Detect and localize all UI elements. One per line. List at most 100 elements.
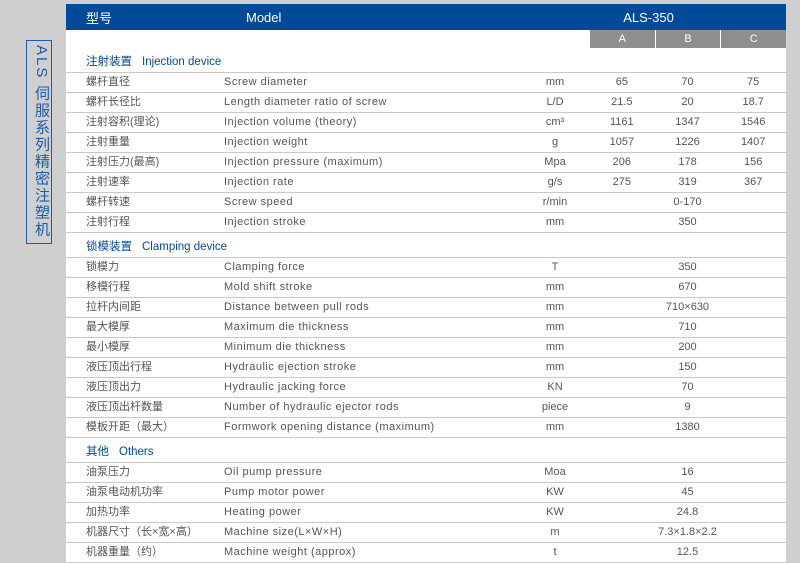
row-values: 9 (589, 398, 786, 417)
row-unit: mm (521, 213, 589, 232)
row-label-en: Maximum die thickness (216, 318, 521, 337)
table-row: 机器重量（约）Machine weight (approx)t12.5 (66, 543, 786, 563)
row-unit: mm (521, 298, 589, 317)
row-unit: g/s (521, 173, 589, 192)
row-value-merged: 710×630 (589, 298, 786, 317)
row-unit: L/D (521, 93, 589, 112)
row-value-merged: 710 (589, 318, 786, 337)
row-values: 45 (589, 483, 786, 502)
row-values: 350 (589, 258, 786, 277)
row-value: 20 (655, 93, 721, 112)
row-value-merged: 16 (589, 463, 786, 482)
row-label-cn: 液压顶出杆数量 (66, 398, 216, 417)
row-value: 1546 (720, 113, 786, 132)
vertical-title: ALS 伺服系列精密注塑机 (26, 40, 52, 244)
row-value-merged: 350 (589, 258, 786, 277)
row-label-en: Minimum die thickness (216, 338, 521, 357)
table-row: 拉杆内间距Distance between pull rodsmm710×630 (66, 298, 786, 318)
row-value-merged: 9 (589, 398, 786, 417)
row-value: 1407 (720, 133, 786, 152)
row-unit: KW (521, 503, 589, 522)
table-row: 注射容积(理论)Injection volume (theory)cm³1161… (66, 113, 786, 133)
table-row: 油泵电动机功率Pump motor powerKW45 (66, 483, 786, 503)
row-unit: piece (521, 398, 589, 417)
row-label-cn: 加热功率 (66, 503, 216, 522)
table-row: 螺杆转速Screw speedr/min0-170 (66, 193, 786, 213)
row-unit: KW (521, 483, 589, 502)
header-model-value: ALS-350 (541, 10, 786, 25)
row-value-merged: 350 (589, 213, 786, 232)
row-values: 24.8 (589, 503, 786, 522)
row-label-cn: 模板开距（最大） (66, 418, 216, 437)
row-label-cn: 最小模厚 (66, 338, 216, 357)
section-title-cn: 锁模装置 (86, 241, 132, 253)
row-values: 150 (589, 358, 786, 377)
row-unit: g (521, 133, 589, 152)
row-label-cn: 螺杆直径 (66, 73, 216, 92)
row-unit: r/min (521, 193, 589, 212)
row-label-en: Oil pump pressure (216, 463, 521, 482)
row-unit: t (521, 543, 589, 562)
row-label-en: Heating power (216, 503, 521, 522)
table-row: 注射重量Injection weightg105712261407 (66, 133, 786, 153)
row-label-cn: 油泵压力 (66, 463, 216, 482)
table-row: 螺杆长径比Length diameter ratio of screwL/D21… (66, 93, 786, 113)
row-value: 1347 (655, 113, 721, 132)
section-header: 锁模装置Clamping device (66, 233, 786, 258)
row-value-merged: 70 (589, 378, 786, 397)
row-label-en: Formwork opening distance (maximum) (216, 418, 521, 437)
row-unit: KN (521, 378, 589, 397)
row-label-en: Length diameter ratio of screw (216, 93, 521, 112)
section-header: 注射装置Injection device (66, 48, 786, 73)
row-value: 1057 (589, 133, 655, 152)
row-label-cn: 螺杆长径比 (66, 93, 216, 112)
row-unit: cm³ (521, 113, 589, 132)
row-label-cn: 注射容积(理论) (66, 113, 216, 132)
row-label-cn: 注射行程 (66, 213, 216, 232)
row-value-merged: 0-170 (589, 193, 786, 212)
row-label-en: Injection pressure (maximum) (216, 153, 521, 172)
row-label-cn: 移模行程 (66, 278, 216, 297)
row-unit: mm (521, 338, 589, 357)
row-label-cn: 液压顶出行程 (66, 358, 216, 377)
row-unit: mm (521, 318, 589, 337)
row-value-merged: 24.8 (589, 503, 786, 522)
row-value-merged: 45 (589, 483, 786, 502)
row-value: 18.7 (720, 93, 786, 112)
row-unit: mm (521, 278, 589, 297)
row-values: 275319367 (589, 173, 786, 192)
variant-c: C (720, 30, 786, 48)
table-row: 最小模厚Minimum die thicknessmm200 (66, 338, 786, 358)
row-label-en: Hydraulic ejection stroke (216, 358, 521, 377)
row-value: 319 (655, 173, 721, 192)
header-type-cn: 型号 (66, 8, 236, 27)
header-model-label: Model (236, 10, 541, 25)
row-values: 116113471546 (589, 113, 786, 132)
table-row: 模板开距（最大）Formwork opening distance (maxim… (66, 418, 786, 438)
row-unit: Moa (521, 463, 589, 482)
row-label-en: Pump motor power (216, 483, 521, 502)
section-title-cn: 其他 (86, 446, 109, 458)
row-values: 657075 (589, 73, 786, 92)
row-label-en: Distance between pull rods (216, 298, 521, 317)
row-label-cn: 油泵电动机功率 (66, 483, 216, 502)
row-label-en: Clamping force (216, 258, 521, 277)
variant-row: A B C (66, 30, 786, 48)
row-value: 65 (589, 73, 655, 92)
row-label-cn: 锁模力 (66, 258, 216, 277)
row-value-merged: 12.5 (589, 543, 786, 562)
section-title-cn: 注射装置 (86, 56, 132, 68)
row-label-cn: 机器重量（约） (66, 543, 216, 562)
row-values: 1380 (589, 418, 786, 437)
table-row: 螺杆直径Screw diametermm657075 (66, 73, 786, 93)
row-label-en: Injection volume (theory) (216, 113, 521, 132)
row-label-en: Mold shift stroke (216, 278, 521, 297)
row-label-en: Screw speed (216, 193, 521, 212)
row-value: 367 (720, 173, 786, 192)
row-values: 0-170 (589, 193, 786, 212)
row-value-merged: 150 (589, 358, 786, 377)
variant-a: A (589, 30, 655, 48)
row-label-cn: 注射重量 (66, 133, 216, 152)
table-row: 注射压力(最高)Injection pressure (maximum)Mpa2… (66, 153, 786, 173)
row-values: 710 (589, 318, 786, 337)
